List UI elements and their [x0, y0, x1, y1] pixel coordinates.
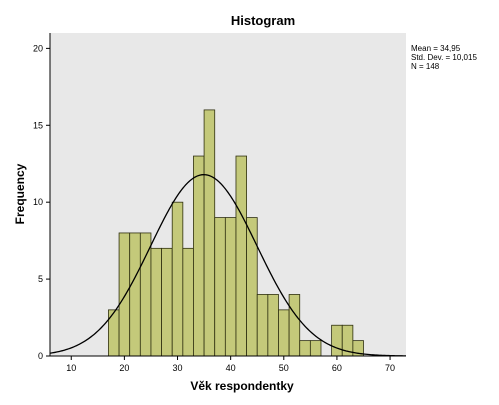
x-tick-label: 50 [279, 363, 289, 373]
histogram-bar [246, 217, 258, 357]
histogram-bar [118, 232, 131, 357]
x-tick-label: 20 [119, 363, 129, 373]
histogram-bar [288, 294, 301, 357]
histogram-bar [299, 340, 311, 357]
chart-title: Histogram [231, 13, 295, 28]
histogram-bar [309, 340, 322, 357]
histogram-bar [278, 309, 290, 357]
histogram-bar [267, 294, 279, 357]
y-tick-label: 20 [33, 43, 43, 53]
histogram-bar [182, 247, 194, 357]
histogram-bar [171, 201, 184, 357]
y-tick-label: 15 [33, 120, 43, 130]
histogram-bar [214, 217, 226, 357]
axes [49, 33, 406, 357]
x-tick-label: 30 [173, 363, 183, 373]
x-tick-label: 40 [226, 363, 236, 373]
x-axis-label: Věk respondentky [190, 379, 294, 393]
histogram-bar [256, 294, 269, 357]
histogram-bar [129, 232, 141, 357]
y-axis-ticks: 0 5 10 15 20 [33, 43, 50, 361]
y-axis-label: Frequency [13, 163, 27, 224]
x-tick-label: 10 [66, 363, 76, 373]
stats-line: Std. Dev. = 10,015 [411, 53, 477, 62]
histogram-bar [193, 155, 205, 357]
stats-line: N = 148 [411, 62, 440, 71]
y-tick-label: 5 [38, 274, 43, 284]
histogram-bar [150, 247, 162, 357]
y-tick-label: 10 [33, 197, 43, 207]
histogram-bar [139, 232, 152, 357]
x-tick-label: 60 [332, 363, 342, 373]
stats-line: Mean = 34,95 [411, 44, 461, 53]
normal-distribution-curve [49, 173, 407, 357]
x-axis-ticks: 10 20 30 40 50 60 70 [66, 356, 395, 373]
histogram-bar [235, 155, 248, 357]
x-tick-label: 70 [385, 363, 395, 373]
histogram-bar [203, 109, 216, 357]
y-tick-label: 0 [38, 351, 43, 361]
histogram-bar [224, 217, 237, 357]
histogram-bar [331, 324, 343, 357]
histogram-bar [161, 247, 173, 357]
